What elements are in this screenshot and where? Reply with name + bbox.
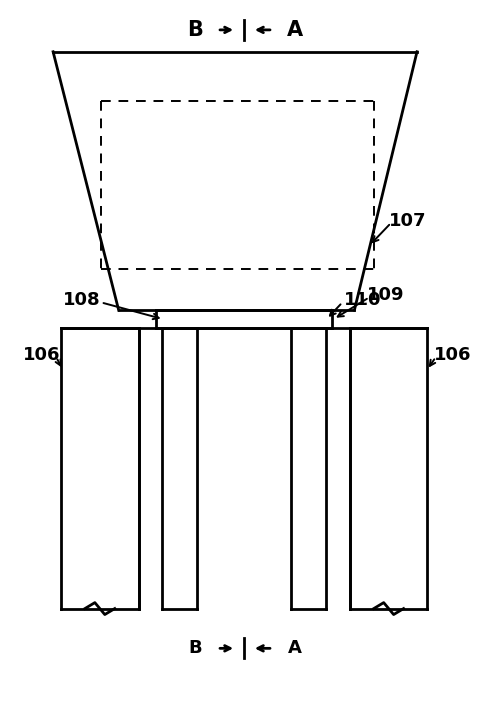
Text: 106: 106 xyxy=(434,346,471,364)
Text: A: A xyxy=(288,639,302,657)
Text: 110: 110 xyxy=(345,291,382,309)
Text: 106: 106 xyxy=(23,346,61,364)
Text: 107: 107 xyxy=(389,212,427,230)
Text: A: A xyxy=(286,20,303,40)
Text: B: B xyxy=(187,20,203,40)
Text: B: B xyxy=(188,639,202,657)
Text: 109: 109 xyxy=(367,286,405,304)
Text: 108: 108 xyxy=(63,291,101,309)
